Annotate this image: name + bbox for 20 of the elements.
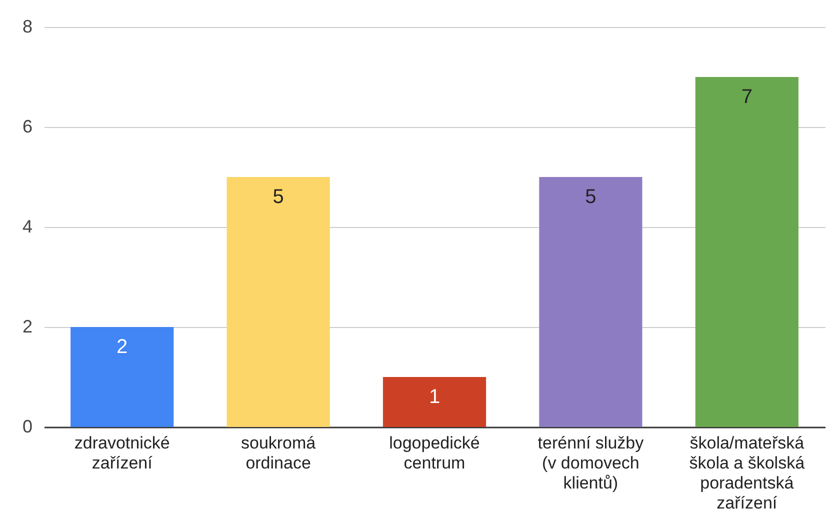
- y-tick-label: 2: [22, 316, 32, 336]
- bar: [70, 327, 174, 427]
- y-tick-label: 8: [22, 16, 32, 36]
- bar: [226, 177, 330, 427]
- y-tick-label: 6: [22, 116, 32, 136]
- y-tick-label: 4: [22, 216, 32, 236]
- x-tick-label: terénní služby (v domovech klientů): [538, 434, 644, 492]
- x-tick-label: škola/mateřská škola a školská poradentská zařízení: [689, 434, 806, 512]
- x-tick-label: logopedické centrum: [389, 434, 480, 472]
- data-label: 5: [585, 186, 596, 208]
- data-label: 7: [741, 86, 752, 108]
- y-tick-label: 0: [22, 416, 32, 436]
- bar: [382, 377, 486, 427]
- data-label: 5: [272, 186, 284, 208]
- x-tick-label: soukromá ordinace: [240, 434, 316, 472]
- x-tick-label: zdravotnické zařízení: [74, 434, 170, 472]
- bar: [695, 77, 798, 427]
- data-label: 1: [428, 386, 440, 408]
- data-label: 2: [116, 336, 128, 358]
- bar: [539, 177, 642, 427]
